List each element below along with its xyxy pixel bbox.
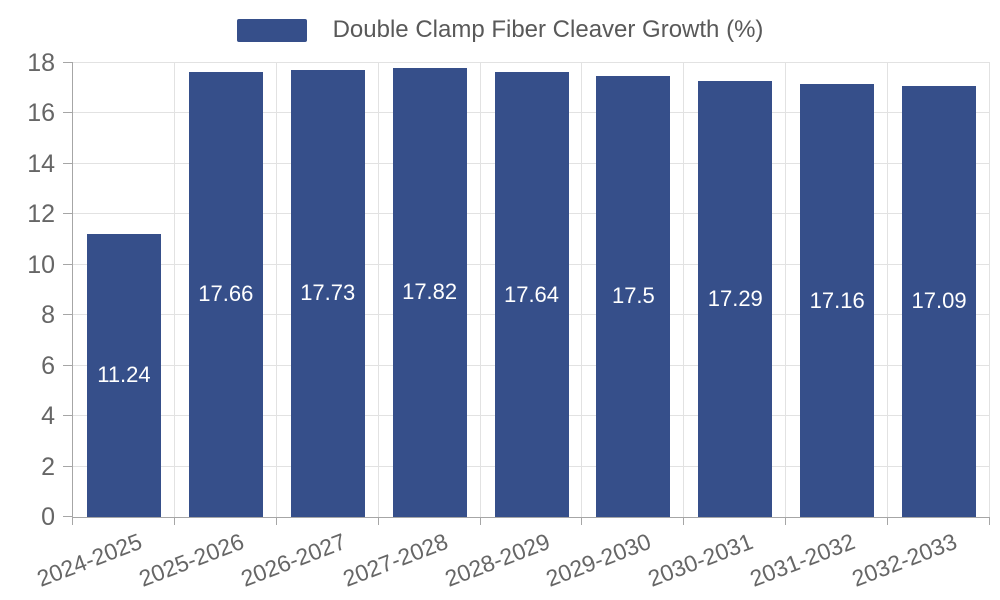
y-axis-tick-label: 12 — [27, 200, 55, 229]
bar[interactable]: 17.82 — [392, 67, 467, 517]
x-axis-tick — [479, 517, 481, 525]
bar-value-label: 17.09 — [911, 288, 967, 314]
x-axis-tick — [785, 517, 787, 525]
y-axis-tick — [63, 465, 73, 467]
y-axis-tick-label: 0 — [41, 503, 55, 531]
y-axis-tick — [63, 415, 73, 417]
y-gridline — [73, 62, 990, 63]
bar[interactable]: 17.09 — [902, 85, 977, 517]
x-gridline — [887, 63, 889, 517]
x-axis-tick — [377, 517, 379, 525]
bar[interactable]: 17.64 — [494, 72, 569, 517]
x-gridline — [989, 63, 990, 517]
bar-value-label: 17.66 — [198, 281, 254, 307]
y-axis-tick-label: 18 — [27, 49, 55, 77]
y-axis-tick-label: 10 — [27, 250, 55, 279]
bar-value-label: 17.64 — [503, 281, 560, 307]
y-axis-tick — [63, 112, 73, 114]
legend-swatch-icon — [236, 18, 307, 42]
y-axis-tick-label: 8 — [41, 301, 55, 330]
x-axis-tick — [887, 517, 889, 525]
x-gridline — [683, 63, 685, 517]
bar[interactable]: 11.24 — [86, 233, 161, 517]
legend: Double Clamp Fiber Cleaver Growth (%) — [0, 16, 1000, 44]
bar[interactable]: 17.73 — [290, 69, 365, 517]
x-gridline — [785, 63, 787, 517]
bar-value-label: 17.16 — [809, 287, 865, 313]
bar-value-label: 17.73 — [300, 280, 356, 306]
y-axis-tick — [63, 162, 73, 164]
y-axis-tick — [63, 263, 73, 265]
x-axis-tick — [989, 517, 990, 525]
bar[interactable]: 17.29 — [698, 80, 773, 517]
legend-label: Double Clamp Fiber Cleaver Growth (%) — [332, 16, 764, 43]
legend-item[interactable]: Double Clamp Fiber Cleaver Growth (%) — [236, 16, 764, 44]
y-axis-line — [72, 63, 73, 525]
y-axis-tick — [63, 314, 73, 316]
y-axis-tick-label: 4 — [41, 402, 55, 431]
y-axis-tick-label: 2 — [41, 452, 55, 481]
bar-value-label: 17.82 — [402, 279, 458, 305]
x-gridline — [275, 63, 277, 517]
y-axis-tick — [63, 516, 73, 517]
y-axis-tick — [63, 62, 73, 63]
x-gridline — [173, 63, 175, 517]
y-axis-tick-label: 6 — [41, 351, 55, 380]
x-axis-tick — [173, 517, 175, 525]
x-gridline — [479, 63, 481, 517]
y-axis-tick — [63, 213, 73, 215]
y-axis-tick-label: 14 — [27, 149, 55, 178]
x-axis-tick — [683, 517, 685, 525]
x-gridline — [581, 63, 583, 517]
x-gridline — [377, 63, 379, 517]
y-axis-tick — [63, 364, 73, 366]
x-axis-line — [72, 517, 990, 518]
bar[interactable]: 17.16 — [800, 84, 875, 517]
x-axis-tick — [581, 517, 583, 525]
bar-value-label: 11.24 — [97, 362, 151, 388]
x-axis-tick — [275, 517, 277, 525]
bar-value-label: 17.5 — [611, 283, 655, 309]
bar[interactable]: 17.5 — [596, 75, 671, 517]
bar[interactable]: 17.66 — [188, 71, 263, 517]
bar-value-label: 17.29 — [707, 285, 763, 311]
y-axis-tick-label: 16 — [27, 99, 55, 128]
